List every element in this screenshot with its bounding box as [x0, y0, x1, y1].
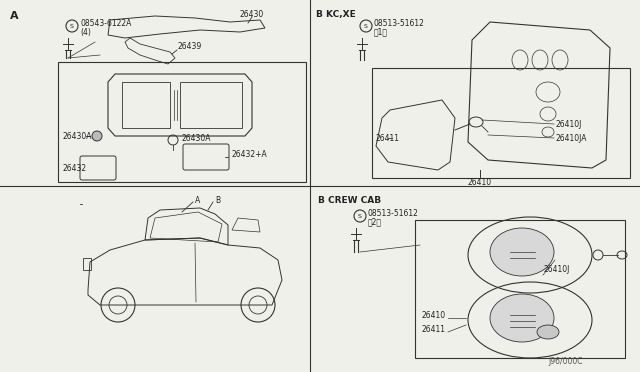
- Text: A: A: [195, 196, 200, 205]
- Text: 26410: 26410: [468, 177, 492, 186]
- Text: 26410JA: 26410JA: [556, 134, 588, 142]
- Text: 26411: 26411: [422, 326, 446, 334]
- Text: S: S: [70, 23, 74, 29]
- Text: （1）: （1）: [374, 28, 388, 36]
- Text: 08513-51612: 08513-51612: [374, 19, 425, 28]
- Ellipse shape: [92, 131, 102, 141]
- Text: J96/000C: J96/000C: [548, 357, 582, 366]
- Text: B: B: [215, 196, 220, 205]
- Text: S: S: [364, 23, 368, 29]
- Text: S: S: [358, 214, 362, 218]
- Text: 26439: 26439: [178, 42, 202, 51]
- Text: 08513-51612: 08513-51612: [368, 208, 419, 218]
- Ellipse shape: [537, 325, 559, 339]
- Bar: [372, 68, 630, 178]
- Text: 26432+A: 26432+A: [232, 150, 268, 158]
- Text: 26410: 26410: [422, 311, 446, 320]
- Text: 08543-6122A: 08543-6122A: [80, 19, 131, 28]
- Bar: [58, 62, 306, 182]
- Bar: [415, 220, 625, 358]
- Ellipse shape: [490, 294, 554, 342]
- Text: 26430A: 26430A: [62, 131, 92, 141]
- Text: （2）: （2）: [368, 218, 382, 227]
- Bar: [83, 258, 91, 270]
- Text: 26430A: 26430A: [182, 134, 211, 142]
- Text: 26430: 26430: [240, 10, 264, 19]
- Text: B KC,XE: B KC,XE: [316, 10, 356, 19]
- Text: 26410J: 26410J: [544, 266, 570, 275]
- Text: 26432: 26432: [62, 164, 86, 173]
- Ellipse shape: [490, 228, 554, 276]
- Text: 26411: 26411: [376, 134, 400, 142]
- Text: 26410J: 26410J: [556, 119, 582, 128]
- Text: A: A: [10, 11, 19, 21]
- Text: (4): (4): [80, 28, 91, 36]
- Text: B CREW CAB: B CREW CAB: [318, 196, 381, 205]
